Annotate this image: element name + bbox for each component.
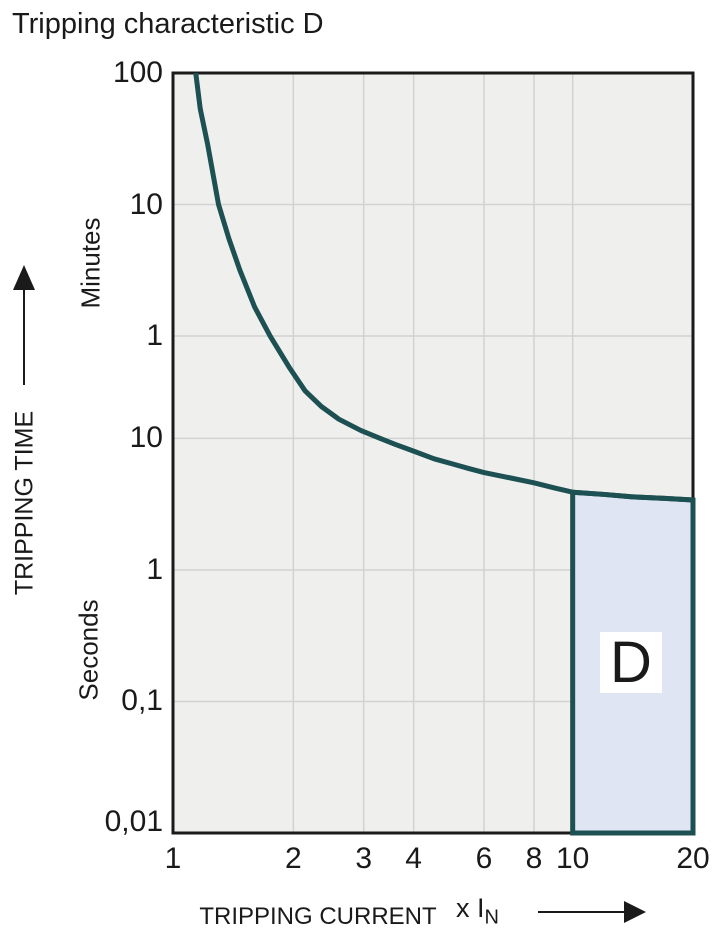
region-label: D <box>610 630 652 695</box>
up-arrow-icon <box>13 265 35 385</box>
x-axis-title: TRIPPING CURRENT <box>199 903 437 930</box>
x-axis-unit-subscript: N <box>484 906 499 929</box>
y-axis-unit-minutes: Minutes <box>75 217 106 309</box>
right-arrow-icon <box>538 901 646 923</box>
region-label-box: D <box>600 632 662 693</box>
x-axis-unit: x IN <box>456 893 499 929</box>
plot-border <box>171 71 695 835</box>
y-axis-title: TRIPPING TIME <box>10 410 39 596</box>
page-title: Tripping characteristic D <box>12 8 324 40</box>
x-axis-unit-prefix: x I <box>456 893 485 923</box>
y-axis-unit-seconds: Seconds <box>73 599 104 701</box>
trip-curve <box>193 72 694 503</box>
